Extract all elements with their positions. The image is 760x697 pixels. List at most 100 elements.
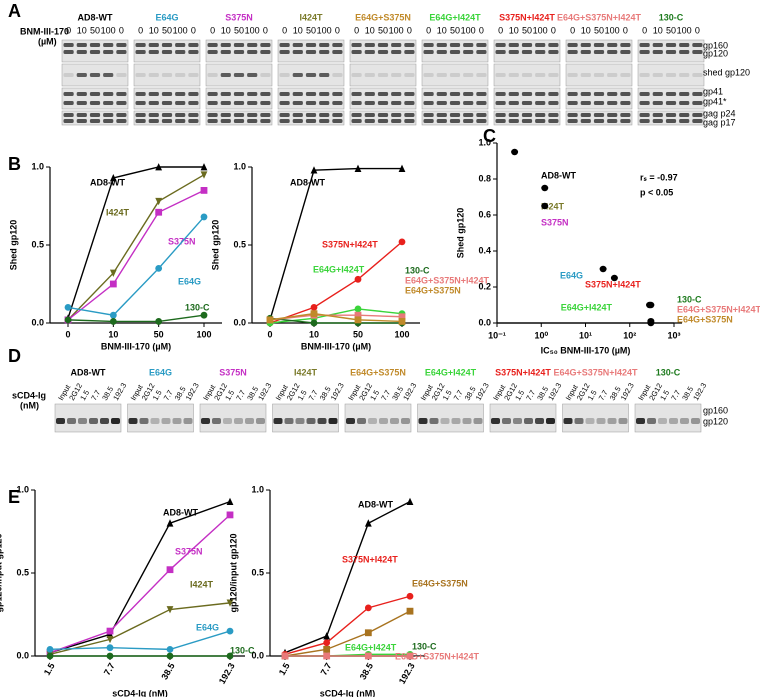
gel-band xyxy=(148,43,159,47)
marker xyxy=(155,197,163,206)
gel-band xyxy=(423,119,434,123)
gel-band xyxy=(201,418,210,424)
gel-band xyxy=(463,43,474,47)
reagent-label: (nM) xyxy=(20,400,39,410)
marker xyxy=(200,213,208,221)
gel-band xyxy=(404,50,415,54)
gel-band xyxy=(260,73,271,77)
series-line xyxy=(67,166,204,319)
gel-band xyxy=(116,101,127,105)
x-tick-label: 192.3 xyxy=(397,661,417,686)
gel-band xyxy=(436,101,447,105)
gel-band xyxy=(89,50,101,54)
gel-band xyxy=(692,92,703,96)
marker xyxy=(155,318,163,325)
gel-band xyxy=(652,113,663,117)
gel-band xyxy=(305,92,317,96)
series-line xyxy=(284,595,411,656)
lane-label: 7.7 xyxy=(669,388,682,402)
lane-label: 50 xyxy=(450,25,460,35)
marker xyxy=(166,606,174,614)
gel-band xyxy=(89,101,101,105)
marker xyxy=(166,652,174,660)
gel-band xyxy=(233,50,245,54)
gel-band xyxy=(423,43,434,47)
gel-band xyxy=(377,50,389,54)
gel-band xyxy=(379,418,388,424)
gel-band xyxy=(429,418,439,424)
scatter-point xyxy=(541,202,549,210)
gel-band xyxy=(220,43,231,47)
y-tick-label: 0.4 xyxy=(478,245,491,255)
gel-band xyxy=(692,113,703,117)
lane-label: 7.7 xyxy=(524,388,537,402)
series-label: E64G+S375N+I424T xyxy=(405,275,490,285)
point-label: 130-C xyxy=(677,294,702,304)
gel-band xyxy=(463,73,474,77)
gel-band xyxy=(279,43,290,47)
gel-band xyxy=(351,92,362,96)
marker xyxy=(226,652,234,660)
marker xyxy=(109,174,117,182)
gel-band xyxy=(436,92,447,96)
gel-band xyxy=(449,101,461,105)
marker xyxy=(323,645,331,653)
gel-band xyxy=(188,50,199,54)
series-label: E64G+S375N xyxy=(405,285,461,295)
gel-band xyxy=(63,119,74,123)
gel-band xyxy=(535,43,546,47)
gel-band xyxy=(103,73,114,77)
marker xyxy=(64,316,72,324)
gel-band xyxy=(351,113,362,117)
gel-band xyxy=(567,92,578,96)
reagent-label: sCD4-Ig xyxy=(12,390,46,400)
gel-band xyxy=(495,43,506,47)
gel-band xyxy=(233,73,245,77)
gel-background xyxy=(421,87,489,110)
gel-band xyxy=(223,418,232,424)
lane-label: 50 xyxy=(378,25,388,35)
lane-label: 0 xyxy=(210,25,215,35)
gel-band xyxy=(423,113,434,117)
compound-label: (µM) xyxy=(38,36,57,46)
lane-label: 0 xyxy=(66,25,71,35)
y-axis-label: Shed gp120 xyxy=(210,220,220,271)
gel-band xyxy=(418,418,428,424)
marker xyxy=(226,599,234,607)
gel-band xyxy=(647,418,656,424)
series-label: AD8-WT xyxy=(290,177,325,187)
gel-band xyxy=(332,50,343,54)
gel-band xyxy=(436,73,447,77)
gel-band xyxy=(188,119,199,123)
gel-band xyxy=(63,50,74,54)
gel-band xyxy=(548,92,559,96)
marker xyxy=(200,311,208,319)
gel-band xyxy=(103,50,114,54)
gel-band xyxy=(305,119,317,123)
y-tick-label: 0.0 xyxy=(478,317,491,327)
gel-band xyxy=(391,43,402,47)
gel-band xyxy=(135,73,146,77)
gel-band xyxy=(535,119,546,123)
gel-background xyxy=(133,63,201,87)
marker xyxy=(354,311,362,319)
gel-band xyxy=(76,50,87,54)
lane-label: 7.7 xyxy=(162,388,175,402)
lane-label: 10 xyxy=(365,25,375,35)
gel-background xyxy=(127,403,194,433)
lane-label: 50 xyxy=(306,25,316,35)
y-tick-label: 0.0 xyxy=(251,650,264,660)
marker xyxy=(323,632,331,640)
gel-band xyxy=(449,92,461,96)
gel-band xyxy=(89,113,101,117)
gel-band xyxy=(89,119,101,123)
gel-band xyxy=(292,50,303,54)
gel-background xyxy=(277,87,345,110)
gel-band xyxy=(188,43,199,47)
gel-band xyxy=(658,418,667,424)
gel-band xyxy=(593,43,605,47)
marker xyxy=(354,164,362,172)
gel-band xyxy=(188,101,199,105)
marker xyxy=(155,163,163,171)
lane-label: 0 xyxy=(407,25,412,35)
